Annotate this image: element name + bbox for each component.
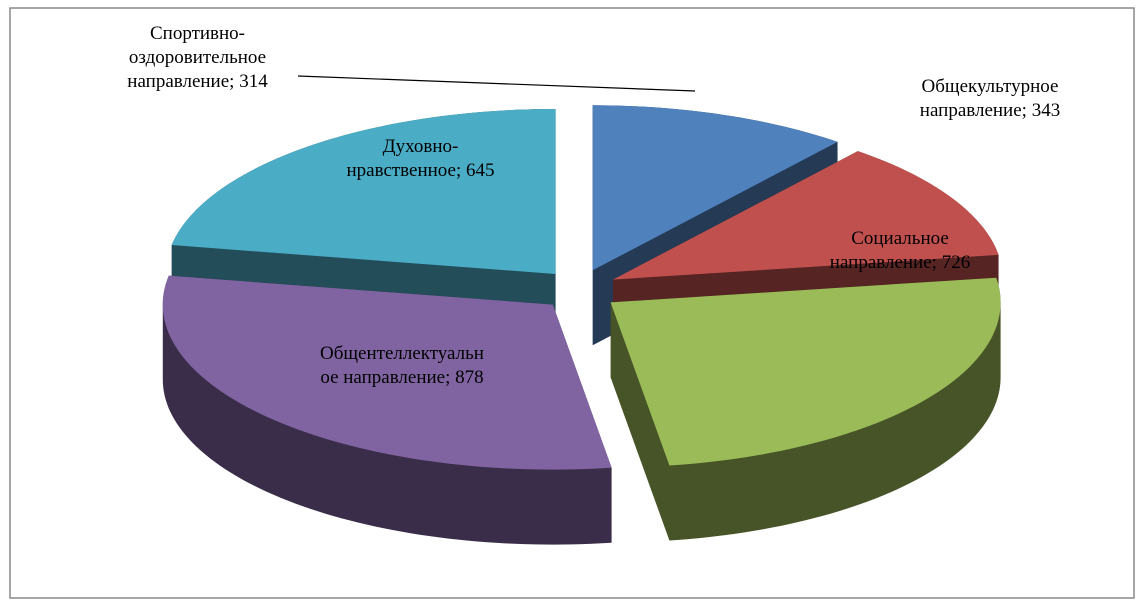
data-label: Социальное направление; 726 [790,227,1010,275]
label-value: 726 [941,252,971,273]
slice [610,277,1001,541]
label-value: 343 [1031,100,1061,121]
slice-top [612,151,999,280]
data-label: Общентеллектуальное направление; 878 [318,342,486,390]
leader-line [297,75,696,92]
label-separator: ; [229,71,240,92]
label-separator: ; [931,252,942,273]
label-separator: ; [455,160,467,181]
label-value: 314 [239,71,268,92]
data-label: Спортивно-оздоровительное направление; 3… [95,22,300,94]
slice [162,275,612,545]
label-category: Общекультурное направление [919,76,1059,121]
slice-top [162,275,612,470]
data-label: Общекультурное направление; 343 [875,75,1105,123]
label-category: Общентеллектуальное направление [320,343,484,388]
label-category: Духовно-нравственное [346,136,459,181]
label-category: Социальное направление [829,228,949,273]
label-category: Спортивно-оздоровительное направление [127,23,267,92]
label-value: 878 [455,367,484,388]
slice-top [171,108,556,274]
slice-top [610,277,1001,466]
label-value: 645 [466,160,495,181]
data-label: Духовно-нравственное; 645 [318,135,523,183]
label-separator: ; [445,367,456,388]
label-separator: ; [1021,100,1032,121]
slice-top [592,105,838,271]
